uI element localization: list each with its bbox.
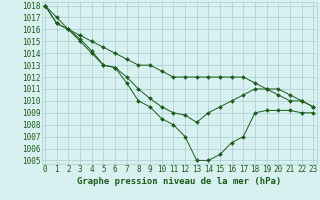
X-axis label: Graphe pression niveau de la mer (hPa): Graphe pression niveau de la mer (hPa): [77, 177, 281, 186]
